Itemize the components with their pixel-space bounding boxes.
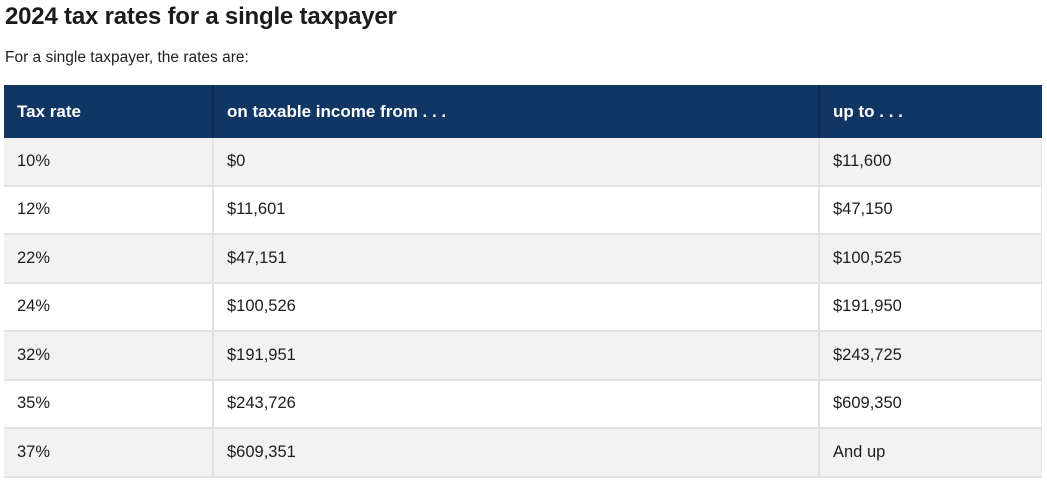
table-row: 37% $609,351 And up xyxy=(4,429,1042,478)
column-header-tax-rate: Tax rate xyxy=(4,85,214,138)
cell-up-to: $243,725 xyxy=(820,332,1042,381)
cell-tax-rate: 12% xyxy=(4,186,214,235)
cell-income-from: $243,726 xyxy=(214,380,820,429)
cell-up-to: $609,350 xyxy=(820,380,1042,429)
cell-income-from: $47,151 xyxy=(214,235,820,284)
table-row: 24% $100,526 $191,950 xyxy=(4,283,1042,332)
table-row: 22% $47,151 $100,525 xyxy=(4,235,1042,284)
cell-tax-rate: 32% xyxy=(4,332,214,381)
cell-income-from: $100,526 xyxy=(214,283,820,332)
cell-up-to: $191,950 xyxy=(820,283,1042,332)
cell-income-from: $11,601 xyxy=(214,186,820,235)
table-row: 10% $0 $11,600 xyxy=(4,138,1042,187)
cell-up-to: $47,150 xyxy=(820,186,1042,235)
cell-tax-rate: 37% xyxy=(4,429,214,478)
column-header-income-from: on taxable income from . . . xyxy=(214,85,820,138)
cell-up-to: $11,600 xyxy=(820,138,1042,187)
cell-income-from: $191,951 xyxy=(214,332,820,381)
cell-tax-rate: 35% xyxy=(4,380,214,429)
cell-tax-rate: 22% xyxy=(4,235,214,284)
cell-up-to: $100,525 xyxy=(820,235,1042,284)
cell-tax-rate: 10% xyxy=(4,138,214,187)
tax-rates-table: Tax rate on taxable income from . . . up… xyxy=(4,85,1042,478)
page-subtitle: For a single taxpayer, the rates are: xyxy=(5,49,249,66)
cell-tax-rate: 24% xyxy=(4,283,214,332)
cell-up-to: And up xyxy=(820,429,1042,478)
table-row: 32% $191,951 $243,725 xyxy=(4,332,1042,381)
table-header-row: Tax rate on taxable income from . . . up… xyxy=(4,85,1042,138)
table-row: 35% $243,726 $609,350 xyxy=(4,380,1042,429)
table-row: 12% $11,601 $47,150 xyxy=(4,186,1042,235)
table-body: 10% $0 $11,600 12% $11,601 $47,150 22% $… xyxy=(4,138,1042,478)
cell-income-from: $609,351 xyxy=(214,429,820,478)
page-title: 2024 tax rates for a single taxpayer xyxy=(5,3,397,30)
column-header-up-to: up to . . . xyxy=(820,85,1042,138)
cell-income-from: $0 xyxy=(214,138,820,187)
